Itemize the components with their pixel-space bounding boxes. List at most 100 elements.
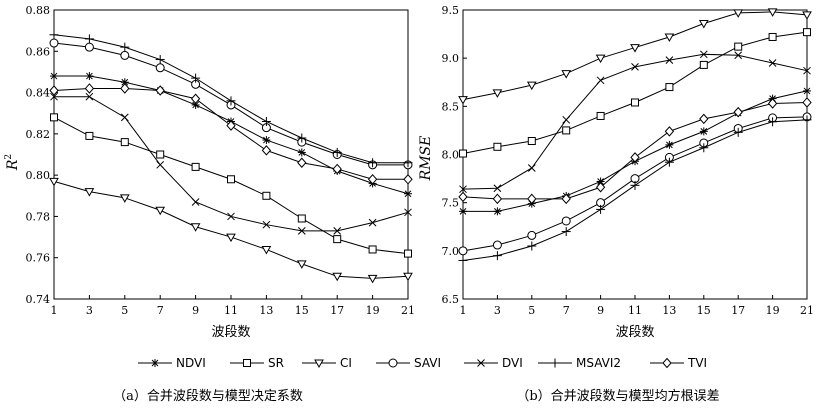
series-ci bbox=[458, 8, 812, 105]
ytick-label: 0.86 bbox=[26, 45, 51, 58]
point-ndvi bbox=[493, 207, 502, 216]
ytick-label: 0.78 bbox=[26, 210, 51, 223]
point-msavi2 bbox=[561, 227, 571, 237]
point-ci bbox=[595, 54, 606, 64]
point-sr bbox=[768, 32, 777, 41]
point-savi bbox=[527, 230, 537, 240]
series-line-ci bbox=[462, 11, 808, 101]
point-ci bbox=[332, 272, 343, 282]
point-msavi2 bbox=[261, 116, 271, 126]
point-dvi bbox=[734, 51, 743, 60]
point-tvi bbox=[802, 97, 812, 108]
point-ci bbox=[49, 177, 59, 187]
xtick-label: 11 bbox=[628, 304, 642, 317]
point-dvi bbox=[262, 220, 271, 229]
point-tvi bbox=[120, 83, 130, 94]
series-a bbox=[49, 30, 413, 284]
point-dvi bbox=[297, 227, 306, 235]
point-msavi2 bbox=[226, 96, 236, 106]
point-dvi bbox=[562, 115, 571, 124]
legend-marker-msavi2 bbox=[550, 358, 560, 368]
ytick-label: 9.5 bbox=[442, 4, 460, 17]
point-tvi bbox=[458, 191, 468, 203]
point-ci bbox=[526, 81, 537, 91]
point-ndvi bbox=[404, 189, 412, 198]
xtick-label: 19 bbox=[766, 304, 780, 317]
point-tvi bbox=[527, 193, 537, 205]
point-sr bbox=[734, 42, 743, 51]
series-tvi bbox=[458, 97, 812, 205]
legend-item-sr: SR bbox=[230, 356, 284, 370]
series-line-msavi2 bbox=[462, 119, 808, 261]
point-sr bbox=[404, 249, 412, 258]
point-ci bbox=[561, 70, 572, 79]
ytick-label: 0.84 bbox=[26, 87, 51, 100]
series-savi bbox=[458, 112, 812, 256]
point-dvi bbox=[768, 59, 777, 67]
point-sr bbox=[665, 83, 674, 92]
point-sr bbox=[333, 235, 342, 244]
point-dvi bbox=[191, 198, 200, 206]
legend-marker-sr bbox=[243, 359, 251, 367]
point-sr bbox=[191, 162, 200, 171]
y-axis-label-a-sup: 2 bbox=[4, 154, 14, 160]
xtick-label: 21 bbox=[401, 304, 415, 317]
point-dvi bbox=[493, 184, 502, 193]
ytick-label: 0.76 bbox=[26, 252, 51, 265]
point-sr bbox=[262, 191, 271, 200]
point-tvi bbox=[332, 163, 342, 175]
ytick-label: 8.0 bbox=[442, 149, 460, 162]
legend-marker-tvi bbox=[662, 357, 672, 369]
point-tvi bbox=[767, 98, 778, 109]
ytick-label: 6.5 bbox=[442, 293, 460, 306]
point-ndvi bbox=[699, 127, 708, 136]
legend-marker-savi bbox=[388, 358, 398, 368]
ytick-labels-a: 0.74 0.76 0.78 0.80 0.82 0.84 0.86 0.88 bbox=[26, 4, 58, 306]
xtick-label: 7 bbox=[563, 304, 570, 317]
point-dvi bbox=[527, 164, 536, 172]
legend-label: DVI bbox=[502, 356, 523, 370]
chart-b: 6.57.07.58.08.59.09.5 1 3 5 7 9 11 13 15 17 19 21 … bbox=[418, 4, 814, 340]
xtick-label: 17 bbox=[731, 304, 745, 317]
point-tvi bbox=[699, 113, 709, 125]
point-savi bbox=[492, 240, 502, 250]
point-dvi bbox=[631, 62, 639, 71]
point-msavi2 bbox=[596, 204, 606, 214]
point-sr bbox=[368, 245, 377, 254]
point-dvi bbox=[596, 76, 605, 85]
point-ci bbox=[261, 245, 272, 255]
point-sr bbox=[596, 111, 605, 120]
point-ci bbox=[119, 194, 130, 203]
series-line-dvi bbox=[462, 53, 808, 190]
series-line-dvi bbox=[54, 96, 409, 232]
point-ci bbox=[403, 272, 413, 282]
point-sr bbox=[562, 126, 571, 135]
series-dvi bbox=[50, 92, 412, 235]
point-ci bbox=[664, 33, 675, 42]
point-msavi2 bbox=[733, 127, 743, 137]
point-ndvi bbox=[50, 72, 58, 81]
point-dvi bbox=[227, 212, 235, 221]
point-sr bbox=[85, 131, 94, 140]
ytick-label: 9.0 bbox=[442, 52, 460, 65]
point-ci bbox=[733, 9, 744, 18]
point-ci bbox=[458, 96, 468, 105]
legend: NDVI SR CI SAVI DVI MSAVI2 TVI bbox=[138, 356, 707, 370]
caption-b: （b）合并波段数与模型均方根误差 bbox=[516, 388, 719, 404]
point-tvi bbox=[226, 120, 236, 131]
xtick-label: 9 bbox=[597, 304, 604, 317]
point-sr bbox=[527, 137, 536, 146]
ytick-label: 8.5 bbox=[442, 100, 460, 113]
point-msavi2 bbox=[699, 143, 709, 153]
point-sr bbox=[631, 98, 639, 107]
point-sr bbox=[156, 150, 165, 159]
point-ci bbox=[492, 89, 503, 98]
point-msavi2 bbox=[458, 255, 468, 265]
point-tvi bbox=[733, 106, 743, 118]
series-sr bbox=[459, 28, 811, 158]
point-tvi bbox=[297, 157, 307, 169]
xtick-label: 1 bbox=[51, 304, 58, 317]
legend-label: SAVI bbox=[414, 356, 441, 370]
series-line-ci bbox=[53, 180, 409, 279]
legend-label: NDVI bbox=[176, 356, 206, 370]
